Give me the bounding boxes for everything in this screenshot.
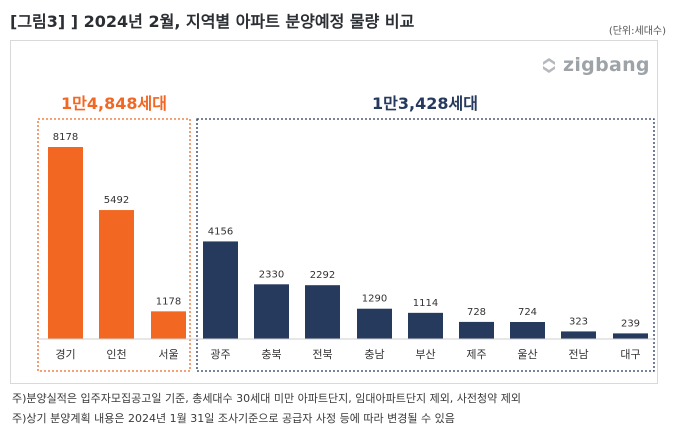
value-label-경기: 8178 <box>53 132 78 143</box>
category-label-대구: 대구 <box>620 348 640 361</box>
value-label-인천: 5492 <box>104 195 129 206</box>
bars-layer: 8178 경기 5492 인천 1178 서울 4156 광주 2330 충북 2292 전북 1290… <box>48 132 648 361</box>
unit-label: (단위:세대수) <box>608 26 666 37</box>
category-label-울산: 울산 <box>517 348 537 361</box>
value-label-부산: 1114 <box>413 298 438 309</box>
category-label-전북: 전북 <box>312 348 332 361</box>
value-label-울산: 724 <box>518 307 537 318</box>
category-label-서울: 서울 <box>158 348 178 361</box>
category-label-전남: 전남 <box>568 348 588 361</box>
bar-전북 <box>305 285 340 339</box>
value-label-충북: 2330 <box>259 269 284 280</box>
category-label-충남: 충남 <box>364 348 384 361</box>
bar-제주 <box>459 321 494 339</box>
logo-text: zigbang <box>563 54 650 76</box>
bar-울산 <box>510 322 545 339</box>
bar-인천 <box>99 210 134 339</box>
category-label-경기: 경기 <box>55 348 75 361</box>
bar-부산 <box>408 312 443 339</box>
regional-total-label: 1만3,428세대 <box>372 94 478 113</box>
value-label-전남: 323 <box>569 316 588 327</box>
chart-title: [그림3] ] 2024년 2월, 지역별 아파트 분양예정 물량 비교 <box>10 12 415 31</box>
value-label-제주: 728 <box>467 307 486 318</box>
bar-광주 <box>203 241 238 339</box>
value-label-대구: 239 <box>621 318 640 329</box>
footnote-1: 주)분양실적은 입주자모집공고일 기준, 총세대수 30세대 미만 아파트단지,… <box>12 392 522 405</box>
footnotes: 주)분양실적은 입주자모집공고일 기준, 총세대수 30세대 미만 아파트단지,… <box>12 389 521 429</box>
bar-대구 <box>613 333 648 339</box>
capital-group-box <box>37 118 191 372</box>
bar-전남 <box>561 331 596 339</box>
bar-충남 <box>357 308 392 339</box>
zigbang-logo: zigbang <box>540 54 650 76</box>
bar-충북 <box>254 284 289 339</box>
zigbang-logo-icon <box>543 58 555 73</box>
footnote-2: 주)상기 분양계획 내용은 2024년 1월 31일 조사기준으로 공급자 사정… <box>12 412 455 425</box>
category-label-인천: 인천 <box>106 347 126 361</box>
value-label-서울: 1178 <box>156 296 181 307</box>
bar-서울 <box>151 311 186 339</box>
value-label-광주: 4156 <box>208 226 233 237</box>
category-label-충북: 충북 <box>261 348 281 361</box>
category-label-제주: 제주 <box>466 348 486 361</box>
value-label-전북: 2292 <box>310 270 335 281</box>
category-label-광주: 광주 <box>210 348 230 361</box>
category-label-부산: 부산 <box>415 348 435 361</box>
bar-경기 <box>48 147 83 339</box>
value-label-충남: 1290 <box>362 294 387 305</box>
capital-total-label: 1만4,848세대 <box>61 94 167 113</box>
regional-group-box <box>196 118 655 372</box>
